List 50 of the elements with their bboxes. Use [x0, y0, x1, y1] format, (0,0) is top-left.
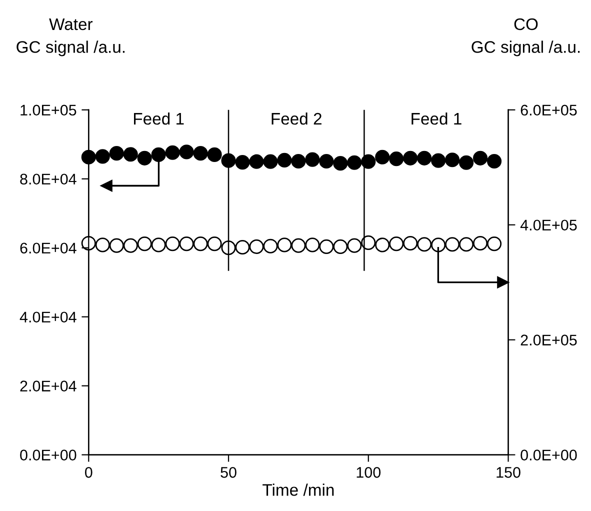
point	[291, 154, 306, 169]
y-tick-label: 4.0E+04	[20, 312, 76, 323]
point	[403, 150, 418, 166]
point	[333, 156, 348, 171]
y2-tick-label: 0.0E+00	[520, 450, 577, 460]
annotation: Feed 1	[134, 112, 184, 125]
y2-axis-title: CO GC signal /a.u.	[472, 18, 580, 56]
x-tick-label: 150	[496, 467, 520, 478]
point	[221, 153, 236, 168]
point	[235, 155, 250, 170]
y-tick-label: 8.0E+04	[20, 174, 76, 185]
point	[486, 154, 502, 169]
y-tick-label: 6.0E+04	[20, 242, 76, 254]
x-tick-label: 0	[85, 467, 92, 478]
annotation: Feed 1	[412, 112, 462, 125]
x-tick-label: 50	[220, 467, 236, 478]
annotation: Feed 2	[272, 112, 322, 125]
point	[109, 146, 124, 161]
point	[445, 152, 460, 168]
point	[207, 147, 222, 162]
y2-tick-label: 2.0E+05	[520, 334, 577, 346]
point	[263, 154, 278, 169]
y2-tick-label: 4.0E+05	[520, 220, 577, 231]
y-axis-title: Water GC signal /a.u.	[16, 18, 125, 56]
x-axis-title: Time /min	[262, 484, 334, 496]
point	[123, 147, 138, 162]
point	[95, 149, 110, 164]
y2-tick-label: 6.0E+05	[520, 104, 577, 116]
y-tick-label: 1.0E+05	[20, 104, 76, 116]
point	[347, 155, 362, 170]
point	[193, 146, 208, 161]
point	[319, 154, 334, 169]
point	[459, 155, 474, 170]
y-tick-label: 0.0E+00	[20, 450, 76, 460]
y-tick-label: 2.0E+04	[20, 380, 76, 392]
point	[151, 147, 166, 162]
point	[389, 152, 404, 166]
point	[417, 150, 432, 166]
point	[165, 145, 180, 160]
point	[361, 154, 376, 169]
point	[249, 154, 264, 169]
point	[137, 150, 152, 166]
point	[375, 150, 390, 164]
point	[179, 144, 194, 160]
point	[431, 153, 446, 168]
point	[472, 150, 488, 166]
point	[81, 150, 96, 164]
x-tick-label: 100	[356, 467, 381, 478]
point	[277, 152, 292, 168]
point	[305, 152, 320, 167]
